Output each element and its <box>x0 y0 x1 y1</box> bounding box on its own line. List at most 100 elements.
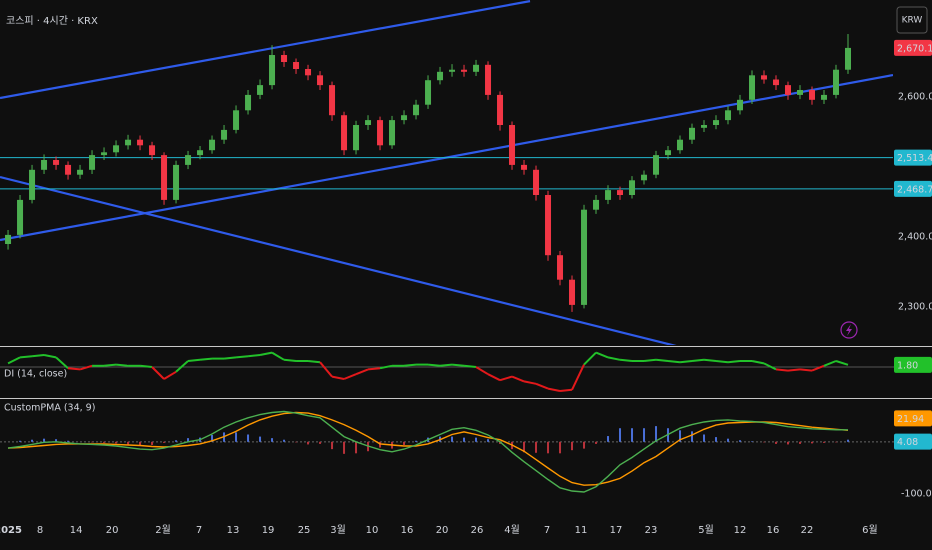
indicator-segment <box>559 388 573 392</box>
histogram-bar <box>307 441 310 445</box>
histogram-bar <box>187 438 190 442</box>
histogram-bar <box>763 441 766 443</box>
indicator-segment <box>475 366 489 376</box>
histogram-bar <box>787 441 790 445</box>
candle-body <box>29 169 36 200</box>
histogram-bar <box>499 441 502 444</box>
candle-body <box>821 94 828 100</box>
x-tick-label: 2월 <box>155 524 171 536</box>
candle-body <box>473 64 480 72</box>
candle-body <box>101 152 108 156</box>
x-tick-label: 17 <box>610 525 623 536</box>
indicator-segment <box>163 370 177 380</box>
candle-body <box>545 195 552 256</box>
candle-body <box>125 139 132 146</box>
x-tick-label: 26 <box>471 525 484 536</box>
histogram-bar <box>451 436 454 442</box>
histogram-bar <box>643 428 646 442</box>
candle-body <box>77 169 84 175</box>
indicator-segment <box>619 358 633 362</box>
candle-body <box>353 125 360 151</box>
histogram-bar <box>751 441 754 442</box>
histogram-bar <box>691 431 694 442</box>
indicator-segment <box>79 364 93 371</box>
x-tick-label: 16 <box>767 525 780 536</box>
currency-label[interactable]: KRW <box>902 16 923 26</box>
histogram-bar <box>151 441 154 445</box>
indicator-segment <box>523 380 537 385</box>
candle-body <box>629 180 636 196</box>
indicator-segment <box>67 367 81 371</box>
candle-body <box>725 110 732 121</box>
indicator-segment <box>583 351 597 366</box>
histogram-bar <box>163 441 166 443</box>
indicator-segment <box>595 351 609 359</box>
candle-body <box>773 79 780 86</box>
currency-button[interactable] <box>896 6 928 34</box>
histogram-bar <box>211 435 214 442</box>
indicator-segment <box>487 373 501 382</box>
candle-body <box>401 115 408 121</box>
indicator-segment <box>139 364 153 368</box>
candle-body <box>161 155 168 200</box>
price-label-box <box>894 39 932 56</box>
candle-body <box>221 129 228 140</box>
indicator-segment <box>787 368 801 372</box>
x-tick-label: 22 <box>801 525 814 536</box>
indicator-segment <box>307 360 321 364</box>
trend-line <box>0 175 677 345</box>
histogram-bar <box>847 439 850 442</box>
candle-body <box>509 125 516 165</box>
x-tick-label: 12 <box>734 525 747 536</box>
candle-body <box>785 85 792 95</box>
candle-body <box>749 75 756 100</box>
histogram-bar <box>547 441 550 454</box>
indicator-segment <box>691 358 705 362</box>
x-tick-label: 10 <box>366 525 379 536</box>
chart-title: 코스피 · 4시간 · KRX <box>6 15 98 27</box>
x-tick-label: 20 <box>106 525 119 536</box>
price-label-box <box>894 149 932 166</box>
histogram-bar <box>583 441 586 449</box>
histogram-bar <box>799 441 802 444</box>
indicator-title: DI (14, close) <box>4 369 67 380</box>
candle-body <box>581 209 588 305</box>
histogram-bar <box>631 428 634 442</box>
alert-bolt <box>846 324 852 336</box>
alert-icon[interactable] <box>840 321 858 339</box>
price-label: 2,468.74 <box>897 184 932 195</box>
candle-body <box>605 190 612 200</box>
indicator-segment <box>175 360 189 373</box>
indicator-segment <box>775 368 789 372</box>
indicator-segment <box>199 357 213 361</box>
indicator-segment <box>655 358 669 362</box>
candle-body <box>173 164 180 200</box>
indicator-segment <box>103 363 117 367</box>
indicator-segment <box>703 358 717 362</box>
candle-body <box>761 75 768 80</box>
candle-body <box>845 47 852 70</box>
indicator-segment <box>367 367 381 371</box>
indicator-segment <box>403 363 417 367</box>
candle-body <box>269 55 276 86</box>
candle-body <box>797 90 804 95</box>
indicator-segment <box>571 364 585 391</box>
slow-line <box>7 411 849 486</box>
histogram-bar <box>91 441 94 443</box>
indicator-segment <box>535 382 549 390</box>
x-tick-label: 13 <box>227 525 240 536</box>
histogram-bar <box>103 441 106 443</box>
indicator-segment <box>331 375 345 380</box>
price-label-box <box>894 356 932 373</box>
candle-body <box>257 85 264 95</box>
indicator-segment <box>223 356 237 360</box>
indicator-segment <box>751 360 765 365</box>
candle-body <box>461 69 468 72</box>
histogram-bar <box>619 428 622 442</box>
histogram-bar <box>139 441 142 446</box>
histogram-bar <box>127 441 130 445</box>
candle-body <box>113 145 120 153</box>
indicator-segment <box>799 368 813 372</box>
x-tick-label: 3월 <box>330 524 346 536</box>
